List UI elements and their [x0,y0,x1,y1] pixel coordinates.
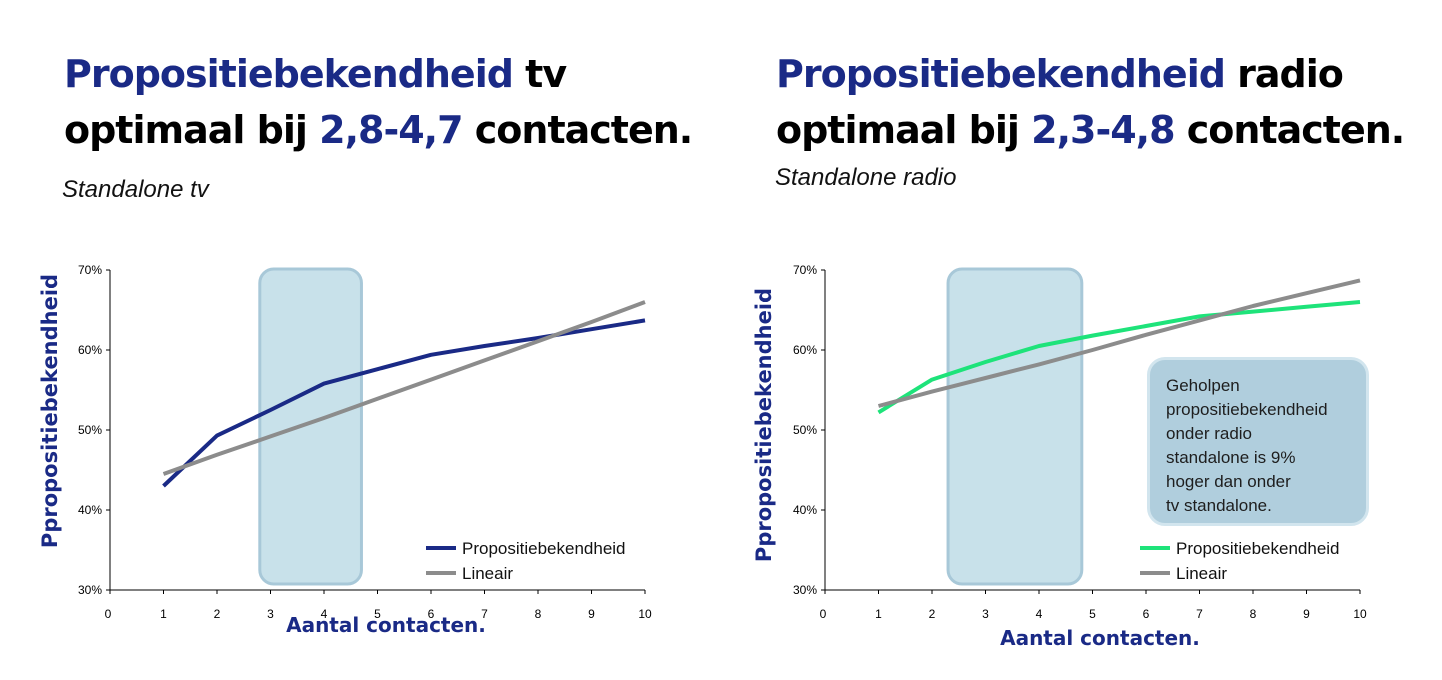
tv-x-tick-label: 1 [160,607,167,621]
tv-x-tick-label: 10 [638,607,652,621]
callout-line: Geholpen [1166,376,1240,395]
radio-legend-label: Lineair [1176,564,1227,583]
tv-chart: 30% 40% 50% 60% 70% 0 1 2 3 4 5 6 7 8 9 10 Ppropositiebe… [38,263,652,637]
callout-line: propositiebekendheid [1166,400,1328,419]
radio-x-tick-label: 4 [1036,607,1043,621]
radio-y-tick-label: 70% [793,263,817,277]
tv-y-axis-title: Ppropositiebekendheid [38,274,62,548]
radio-x-tick-label: 9 [1303,607,1310,621]
radio-legend-label: Propositiebekendheid [1176,539,1340,558]
tv-series-lineair [162,300,646,476]
left-title-highlight: Propositiebekendheid [64,52,514,96]
tv-y-tick-label: 50% [78,423,102,437]
radio-x-tick-label: 2 [929,607,936,621]
left-title-range: 2,8-4,7 [319,108,463,152]
radio-callout: Geholpen propositiebekendheid onder radio s… [1147,357,1369,526]
radio-x-tick-label: 6 [1143,607,1150,621]
tv-x-tick-label: 7 [481,607,488,621]
radio-x-tick-label: 0 [820,607,827,621]
callout-line: tv standalone. [1166,496,1272,515]
tv-x-tick-label: 5 [374,607,381,621]
radio-y-tick-label: 40% [793,503,817,517]
radio-x-tick-label: 5 [1089,607,1096,621]
tv-x-tick-label: 9 [588,607,595,621]
left-title-line2-pre: optimaal bij [64,108,320,152]
tv-optimal-range-box [258,267,363,586]
radio-y-tick-label: 30% [793,583,817,597]
radio-y-axis-title: Ppropositiebekendheid [752,288,776,562]
radio-x-tick-label: 3 [982,607,989,621]
tv-x-tick-label: 2 [214,607,221,621]
left-subtitle: Standalone tv [62,176,209,203]
radio-series-propositiebekendheid [877,300,1361,415]
radio-chart: 30% 40% 50% 60% 70% 0 1 2 3 4 5 6 7 8 9 10 Ppropositiebe… [752,263,1367,650]
tv-x-tick-label: 0 [105,607,112,621]
left-title-line2-post: contacten. [462,108,693,152]
callout-line: standalone is 9% [1166,448,1296,467]
right-title-line2-pre: optimaal bij [776,108,1032,152]
radio-series-lineair [877,278,1361,408]
left-title-rest: tv [512,52,567,96]
callout-line: hoger dan onder [1166,472,1291,491]
radio-x-axis-title: Aantal contacten. [1000,626,1200,650]
radio-x-tick-label: 7 [1196,607,1203,621]
radio-x-tick-label: 8 [1250,607,1257,621]
tv-y-tick-label: 30% [78,583,102,597]
tv-y-tick-label: 70% [78,263,102,277]
tv-series-propositiebekendheid [162,318,646,488]
right-subtitle: Standalone radio [775,164,957,191]
tv-x-axis-title: Aantal contacten. [286,613,486,637]
tv-legend-label: Propositiebekendheid [462,539,626,558]
tv-x-tick-label: 6 [428,607,435,621]
right-title: Propositiebekendheid radio optimaal bij … [776,46,1405,158]
tv-x-tick-label: 4 [321,607,328,621]
radio-y-tick-label: 50% [793,423,817,437]
right-title-rest: radio [1224,52,1344,96]
left-title: Propositiebekendheid tv optimaal bij 2,8… [64,46,693,158]
callout-line: onder radio [1166,424,1253,443]
tv-x-tick-label: 3 [267,607,274,621]
right-title-highlight: Propositiebekendheid [776,52,1226,96]
radio-y-tick-label: 60% [793,343,817,357]
tv-legend-label: Lineair [462,564,513,583]
radio-x-tick-label: 1 [875,607,882,621]
radio-x-tick-label: 10 [1353,607,1367,621]
tv-y-tick-label: 60% [78,343,102,357]
right-title-range: 2,3-4,8 [1031,108,1175,152]
radio-optimal-range-box [946,267,1084,586]
tv-x-tick-label: 8 [535,607,542,621]
right-title-line2-post: contacten. [1174,108,1405,152]
tv-y-tick-label: 40% [78,503,102,517]
